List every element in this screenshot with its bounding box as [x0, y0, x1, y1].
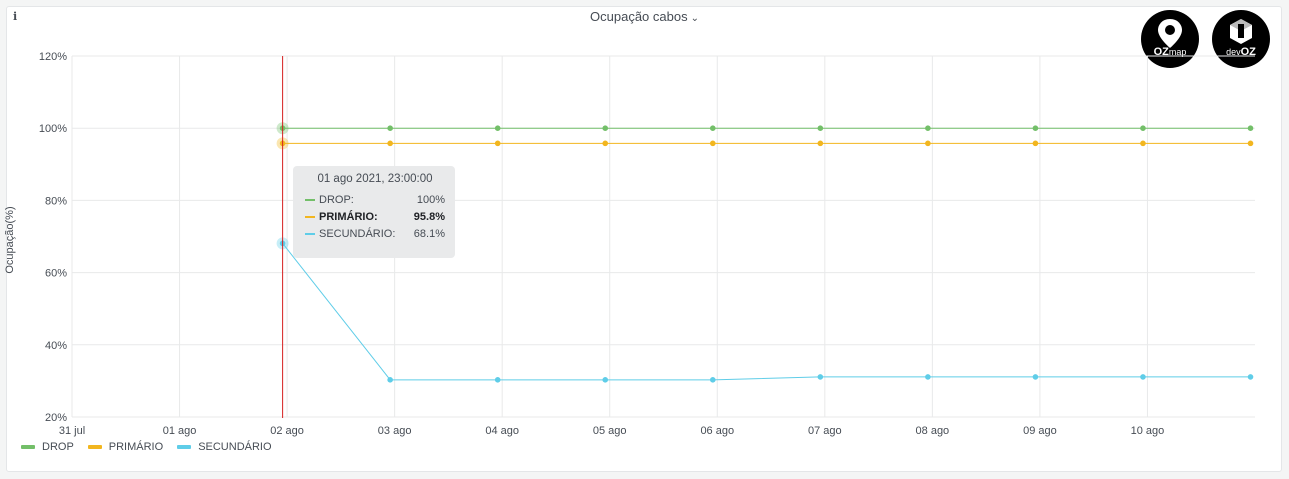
cube-icon: [1230, 19, 1252, 44]
y-tick-label: 80%: [45, 195, 67, 207]
panel-title[interactable]: Ocupação cabos: [590, 9, 688, 24]
data-point: [1032, 374, 1039, 380]
x-tick-label: 02 ago: [270, 425, 304, 437]
legend-label-secundario: SECUNDÁRIO: [198, 441, 272, 453]
data-point: [602, 125, 609, 131]
chart-legend: DROP PRIMÁRIO SECUNDÁRIO: [21, 441, 286, 453]
x-tick-label: 06 ago: [700, 425, 734, 437]
axis-labels: 20% 40% 60% 80% 100% 120% 31 jul 01 ago 02 ago 03…: [39, 51, 1164, 437]
tooltip-swatch-primario: [305, 215, 315, 218]
chart-panel: [6, 6, 1282, 472]
data-point: [1140, 125, 1146, 131]
legend-item-secundario[interactable]: SECUNDÁRIO: [177, 441, 272, 453]
devoz-logo: devOZ: [1212, 10, 1270, 68]
data-point: [387, 125, 393, 131]
tooltip-name-secundario: SECUNDÁRIO:: [319, 227, 396, 240]
series-line-2: [282, 243, 1251, 381]
x-tick-label: 09 ago: [1023, 425, 1057, 437]
data-point: [387, 377, 393, 383]
data-point: [1032, 140, 1039, 147]
grid-lines: [71, 55, 1255, 418]
x-tick-label: 05 ago: [593, 425, 627, 437]
y-tick-label: 60%: [45, 268, 67, 280]
data-point: [494, 125, 501, 131]
tooltip-row-secundario: SECUNDÁRIO: 68.1%: [305, 225, 445, 242]
panel-title-wrap: Ocupação cabos ⌄: [0, 9, 1289, 24]
data-point: [387, 140, 393, 147]
tooltip-title: 01 ago 2021, 23:00:00: [317, 173, 433, 185]
data-point: [1032, 125, 1039, 131]
y-tick-label: 120%: [39, 51, 67, 63]
data-point: [709, 377, 716, 383]
ozmap-logo-text: OZmap: [1153, 46, 1187, 58]
chevron-down-icon[interactable]: ⌄: [690, 13, 699, 24]
x-tick-label: 04 ago: [485, 425, 519, 437]
data-point: [709, 140, 716, 147]
data-point: [709, 125, 716, 131]
x-tick-label: 10 ago: [1131, 425, 1165, 437]
info-icon[interactable]: i: [13, 10, 18, 23]
data-point: [1247, 374, 1254, 380]
data-point: [925, 125, 931, 131]
y-tick-label: 40%: [45, 340, 67, 352]
tooltip-value-primario: 95.8%: [413, 210, 445, 223]
data-point: [817, 125, 824, 131]
tooltip-swatch-secundario: [305, 232, 315, 235]
data-point: [1140, 374, 1146, 380]
devoz-logo-text: devOZ: [1226, 46, 1256, 58]
data-point: [1247, 140, 1254, 147]
x-tick-label: 01 ago: [163, 425, 197, 437]
data-point: [494, 140, 501, 147]
legend-swatch-primario: [87, 445, 102, 449]
tooltip-value-drop: 100%: [416, 193, 445, 206]
data-point: [1247, 125, 1254, 131]
y-tick-label: 20%: [45, 412, 67, 424]
data-point: [602, 140, 609, 147]
x-tick-label: 08 ago: [916, 425, 950, 437]
tooltip-name-primario: PRIMÁRIO:: [319, 210, 378, 223]
data-point: [494, 377, 501, 383]
map-pin-icon: [1158, 19, 1182, 48]
y-axis-title: Ocupação(%): [4, 206, 16, 274]
tooltip-value-secundario: 68.1%: [413, 227, 445, 240]
y-tick-label: 100%: [39, 123, 67, 135]
legend-label-drop: DROP: [42, 441, 74, 453]
ozmap-logo: OZmap: [1141, 10, 1199, 68]
data-point: [817, 140, 824, 147]
legend-swatch-drop: [21, 445, 35, 449]
data-point: [925, 140, 931, 147]
data-point: [925, 374, 931, 380]
tooltip-name-drop: DROP:: [319, 193, 354, 206]
tooltip: 01 ago 2021, 23:00:00 DROP: 100% PRIMÁRI…: [293, 166, 455, 258]
x-tick-label: 03 ago: [378, 425, 412, 437]
x-tick-label: 31 jul: [59, 425, 85, 437]
tooltip-row-drop: DROP: 100%: [305, 191, 445, 208]
data-point: [817, 374, 824, 380]
data-point: [1140, 140, 1146, 147]
legend-label-primario: PRIMÁRIO: [108, 441, 164, 453]
legend-item-primario[interactable]: PRIMÁRIO: [87, 441, 164, 453]
data-point: [602, 377, 609, 383]
tooltip-row-primario: PRIMÁRIO: 95.8%: [305, 208, 445, 225]
tooltip-swatch-drop: [305, 198, 315, 201]
legend-swatch-secundario: [177, 445, 192, 449]
x-tick-label: 07 ago: [808, 425, 842, 437]
legend-item-drop[interactable]: DROP: [21, 441, 74, 453]
